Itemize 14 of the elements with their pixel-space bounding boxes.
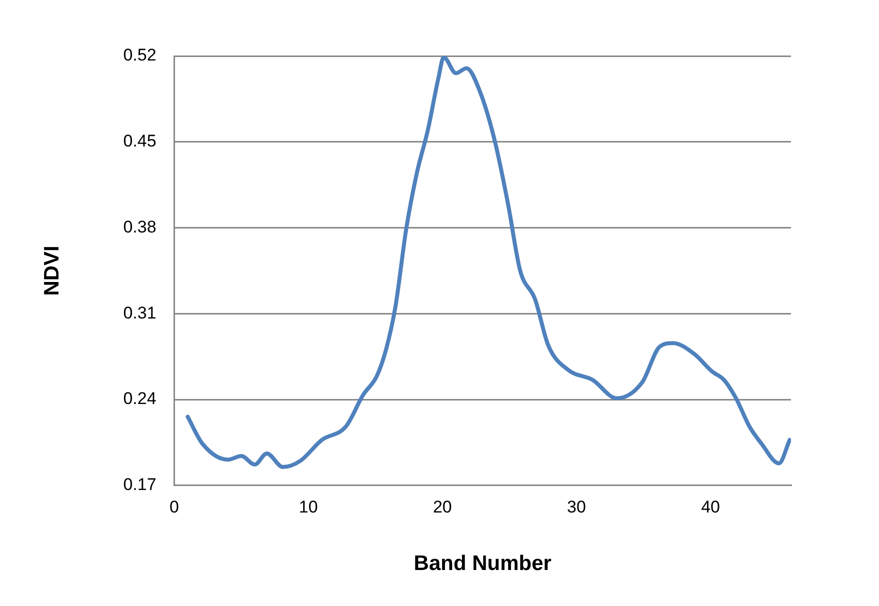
x-tick-label: 20 bbox=[432, 497, 452, 516]
y-tick-label: 0.45 bbox=[123, 132, 156, 151]
y-tick-label: 0.31 bbox=[123, 303, 156, 322]
y-axis-title: NDVI bbox=[40, 246, 64, 296]
x-tick-label: 0 bbox=[170, 497, 180, 516]
y-tick-label: 0.24 bbox=[123, 389, 156, 408]
x-tick-label: 10 bbox=[298, 497, 318, 516]
y-tick-label: 0.52 bbox=[123, 46, 156, 65]
x-tick-label: 30 bbox=[567, 497, 586, 516]
x-axis-title: Band Number bbox=[414, 552, 552, 576]
line-series bbox=[186, 56, 791, 469]
x-tick-label: 40 bbox=[701, 497, 720, 516]
y-tick-label: 0.38 bbox=[123, 217, 156, 236]
y-tick-label: 0.17 bbox=[123, 475, 156, 494]
